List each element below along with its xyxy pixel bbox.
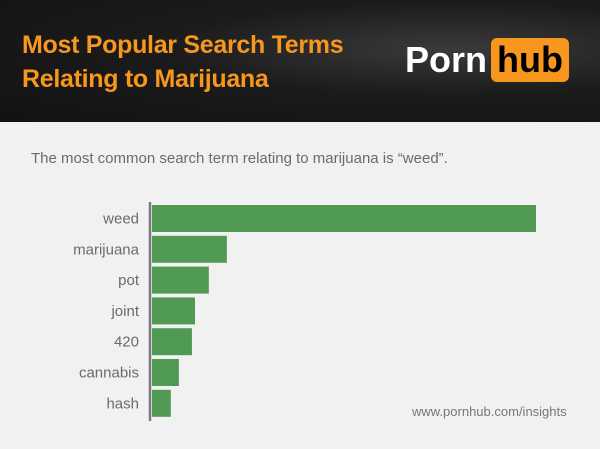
source-link: www.pornhub.com/insights [412,404,567,419]
bar-cannabis [152,359,179,386]
category-label: cannabis [79,365,139,382]
title-line-2: Relating to Marijuana [22,65,269,93]
chart-subtitle: The most common search term relating to … [31,150,448,167]
bar-joint [152,297,196,325]
category-label: marijuana [73,241,140,258]
bar-420 [152,328,192,356]
category-label: hash [106,395,139,412]
bar-weed [152,205,536,232]
bar-hash [152,389,171,417]
pornhub-logo: Porn hub [405,38,569,82]
bar-marijuana [152,235,227,263]
category-label: joint [110,303,139,320]
logo-text-right: hub [491,38,569,82]
category-label: 420 [114,334,139,351]
page-title: Most Popular Search Terms Relating to Ma… [22,28,344,96]
logo-text-left: Porn [405,39,488,80]
category-label: weed [102,211,139,228]
header-banner: Most Popular Search Terms Relating to Ma… [0,0,600,122]
title-line-1: Most Popular Search Terms [22,31,344,59]
category-label: pot [118,272,140,289]
bar-pot [152,266,209,294]
